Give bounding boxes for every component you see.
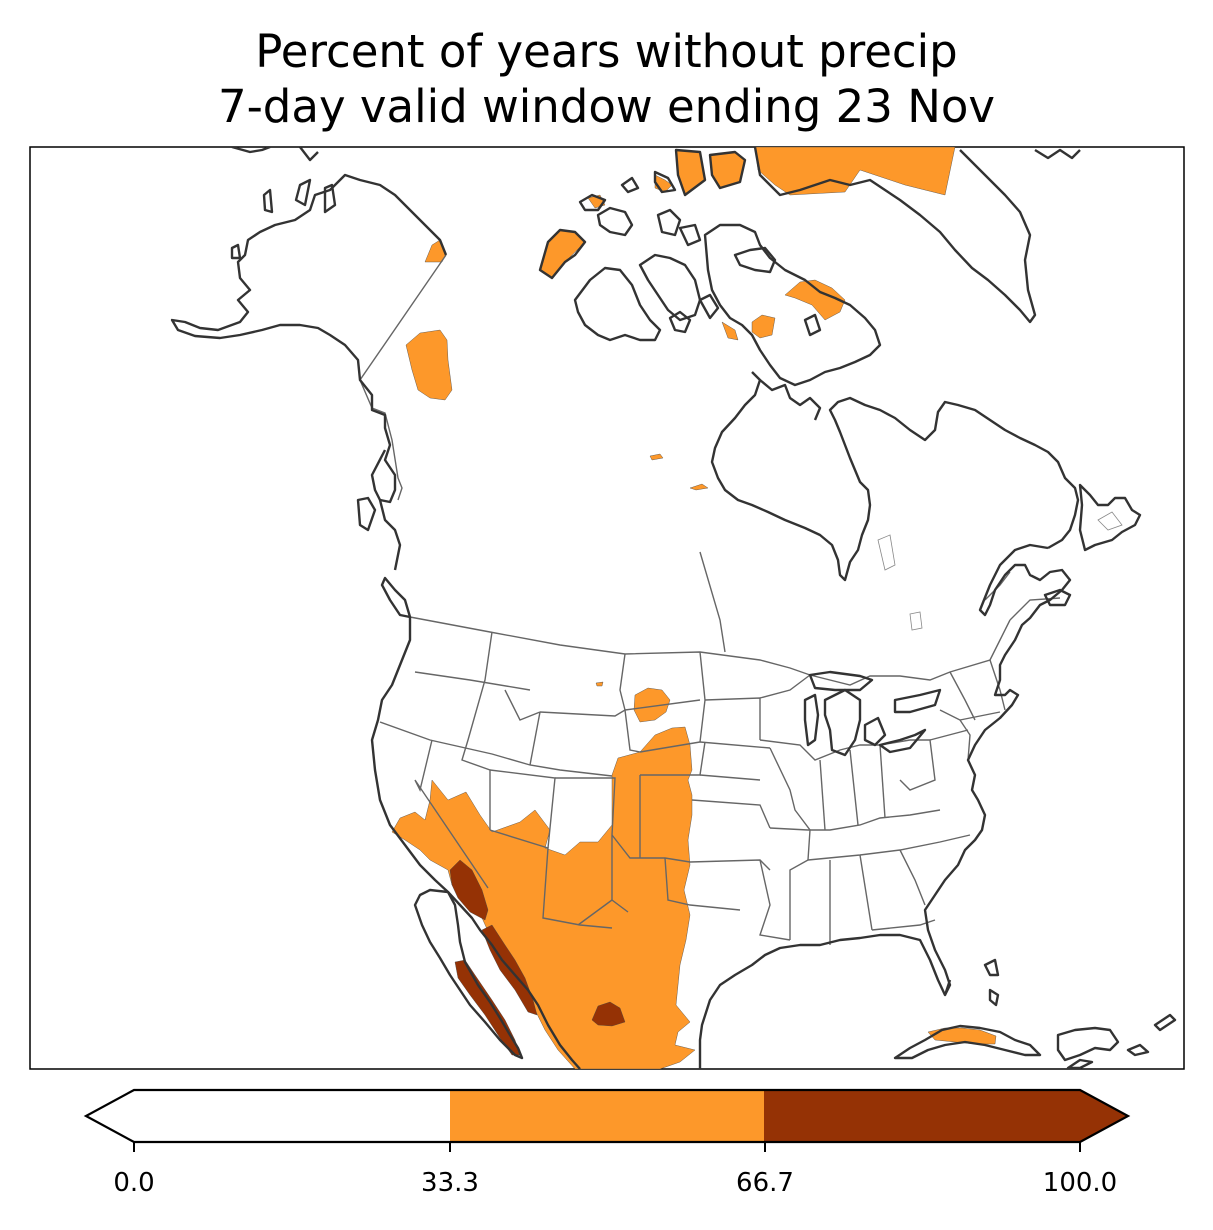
colorbar-extend-high	[1080, 1090, 1128, 1142]
minor-boundaries	[877, 511, 1123, 631]
colorbar-bin-high	[764, 1090, 1080, 1142]
political-borders	[359, 254, 1061, 945]
colorbar-tick-label-1: 33.3	[421, 1168, 479, 1198]
colorbar-tick-label-3: 100.0	[1042, 1168, 1118, 1198]
colorbar-tick-label-0: 0.0	[113, 1168, 155, 1198]
colorbar-bin-low	[134, 1090, 450, 1142]
colorbar-bin-mid	[450, 1090, 766, 1142]
map-title-line-2: 7-day valid window ending 23 Nov	[217, 80, 996, 133]
coastlines	[170, 147, 1177, 1069]
colorbar	[83, 1088, 1131, 1152]
colorbar-extend-low	[86, 1090, 134, 1142]
colorbar-tick-label-2: 66.7	[736, 1168, 794, 1198]
map-title-line-1: Percent of years without precip	[255, 25, 958, 78]
region-33-66-percent	[391, 147, 997, 1069]
